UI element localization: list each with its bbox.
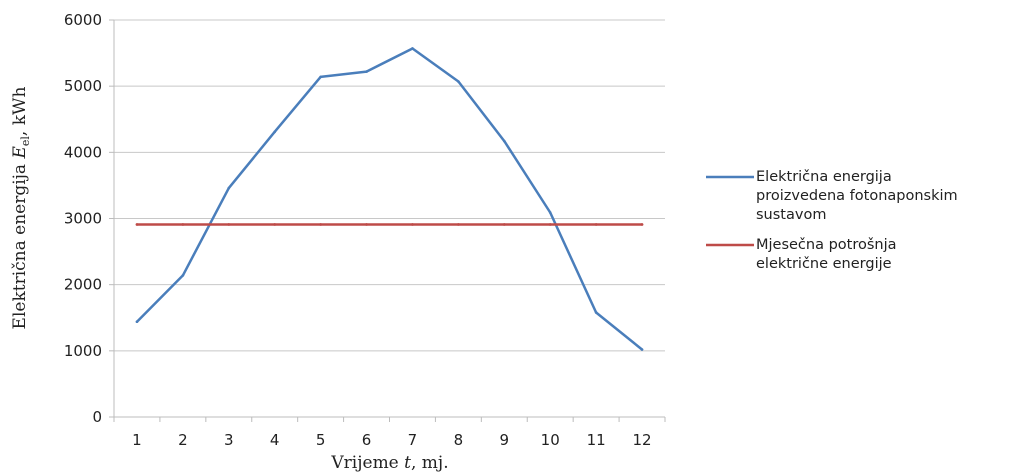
x-tick-label: 5 bbox=[316, 431, 326, 449]
data-point-pv-production bbox=[135, 320, 139, 324]
x-tick-label: 3 bbox=[224, 431, 234, 449]
x-tick-label: 7 bbox=[408, 431, 418, 449]
x-tick-label: 9 bbox=[500, 431, 510, 449]
x-tick-label: 4 bbox=[270, 431, 280, 449]
x-axis-title-pre: Vrijeme bbox=[330, 453, 404, 473]
data-point-monthly-consumption bbox=[135, 223, 139, 226]
data-point-pv-production bbox=[502, 139, 506, 143]
data-point-pv-production bbox=[365, 70, 368, 73]
legend-label-consumption-line-2: električne energije bbox=[756, 256, 892, 272]
data-point-pv-production bbox=[411, 47, 414, 50]
data-point-pv-production bbox=[457, 80, 460, 83]
series-line-pv-production bbox=[135, 47, 644, 351]
y-axis-title: Električna energija Eel, kWh bbox=[10, 86, 32, 329]
x-axis-title-post: , mj. bbox=[411, 453, 449, 473]
y-axis-title-post: , kWh bbox=[10, 86, 30, 136]
data-point-monthly-consumption bbox=[502, 223, 506, 226]
x-tick-label: 1 bbox=[132, 431, 142, 449]
y-tick-label: 3000 bbox=[64, 210, 102, 228]
data-point-monthly-consumption bbox=[411, 223, 414, 226]
data-point-monthly-consumption bbox=[273, 223, 277, 226]
data-point-pv-production bbox=[227, 186, 231, 190]
data-point-pv-production bbox=[640, 348, 644, 351]
legend-label-consumption-line-1: Mjesečna potrošnja bbox=[756, 237, 897, 253]
x-tick-label: 2 bbox=[178, 431, 188, 449]
legend: Električna energija proizvedena fotonapo… bbox=[706, 169, 958, 272]
data-point-pv-production bbox=[181, 274, 185, 277]
data-point-monthly-consumption bbox=[227, 223, 231, 226]
series-group bbox=[135, 47, 644, 351]
legend-label-pv-line-3: sustavom bbox=[756, 207, 826, 223]
x-tick-label: 10 bbox=[541, 431, 560, 449]
x-axis-ticks: 1 2 3 4 5 6 7 8 9 10 11 12 bbox=[113, 417, 666, 449]
y-tick-label: 1000 bbox=[64, 342, 102, 360]
y-axis-title-pre: Električna energija bbox=[10, 159, 30, 330]
data-point-pv-production bbox=[273, 130, 277, 134]
data-point-monthly-consumption bbox=[457, 223, 460, 226]
legend-item-consumption: Mjesečna potrošnja električne energije bbox=[706, 237, 897, 272]
y-axis-ticks: 0 1000 2000 3000 4000 5000 6000 bbox=[64, 11, 114, 426]
y-tick-label: 5000 bbox=[64, 77, 102, 95]
grid-lines bbox=[114, 19, 665, 352]
data-point-monthly-consumption bbox=[365, 223, 368, 226]
legend-label-pv-line-2: proizvedena fotonaponskim bbox=[756, 188, 958, 204]
data-point-monthly-consumption bbox=[548, 223, 552, 226]
y-axis-title-var: E bbox=[10, 146, 30, 160]
x-tick-label: 11 bbox=[587, 431, 606, 449]
data-point-monthly-consumption bbox=[181, 223, 185, 226]
y-tick-label: 0 bbox=[92, 408, 102, 426]
y-tick-label: 2000 bbox=[64, 276, 102, 294]
y-tick-label: 6000 bbox=[64, 11, 102, 29]
x-axis-title: Vrijeme t, mj. bbox=[330, 453, 448, 473]
x-tick-label: 6 bbox=[362, 431, 372, 449]
y-tick-label: 4000 bbox=[64, 143, 102, 161]
data-point-monthly-consumption bbox=[640, 223, 644, 226]
data-point-pv-production bbox=[594, 311, 598, 314]
data-point-monthly-consumption bbox=[319, 223, 322, 226]
x-tick-label: 8 bbox=[454, 431, 464, 449]
y-axis-title-sub: el bbox=[19, 136, 32, 147]
data-point-pv-production bbox=[319, 75, 322, 79]
x-axis-title-var: t bbox=[404, 453, 411, 473]
legend-item-pv: Električna energija proizvedena fotonapo… bbox=[706, 169, 958, 223]
legend-label-pv-line-1: Električna energija bbox=[756, 169, 892, 185]
data-point-monthly-consumption bbox=[594, 223, 598, 226]
x-tick-label: 12 bbox=[632, 431, 651, 449]
data-point-pv-production bbox=[548, 211, 552, 214]
